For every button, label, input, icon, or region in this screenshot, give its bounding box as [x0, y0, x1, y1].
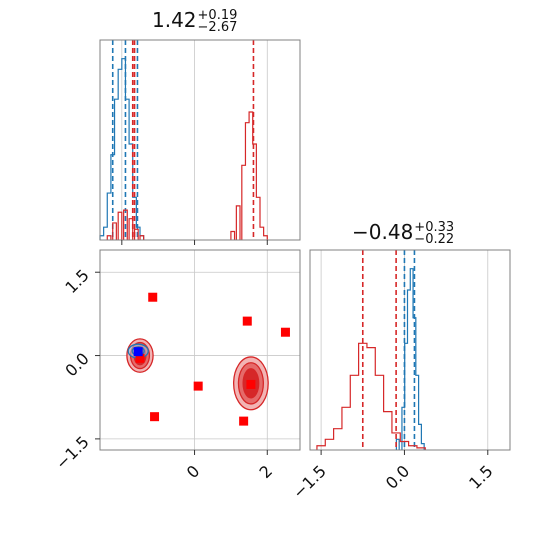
red-point [239, 416, 249, 426]
red-point [193, 381, 203, 391]
top-histogram-frame [99, 39, 301, 241]
x-tick-label: 0 [183, 461, 204, 482]
y-tick-label: 0.0 [61, 349, 92, 380]
right-histogram [316, 250, 426, 450]
histogram-series [99, 58, 145, 240]
x-tick-label: 2 [255, 461, 276, 482]
x-tick-label: −1.5 [289, 461, 330, 502]
blue-point [133, 347, 143, 357]
x-tick-label: 0.0 [382, 461, 413, 492]
title-minus: −2.67 [197, 19, 238, 35]
contour-group [126, 338, 269, 411]
histogram-series [106, 111, 268, 240]
red-point [150, 412, 160, 422]
title-plus: +0.33 [414, 219, 455, 235]
red-point [246, 379, 256, 389]
title-minus: −0.22 [414, 231, 455, 247]
title-value: 1.42 [152, 8, 197, 32]
title-value: −0.48 [352, 220, 414, 244]
red-point [280, 327, 290, 337]
red-point [242, 316, 252, 326]
right-histogram-title: −0.48 +0.33 −0.22 [352, 220, 454, 246]
top-histogram-title: 1.42 +0.19 −2.67 [152, 8, 237, 34]
x-tick-label: 1.5 [465, 461, 496, 492]
red-point [148, 292, 158, 302]
top-histogram [99, 40, 268, 240]
scatter-frame [99, 249, 301, 451]
y-tick-label: 1.5 [61, 266, 92, 297]
y-tick-label: −1.5 [52, 432, 93, 473]
title-plus: +0.19 [197, 7, 238, 23]
red-point [135, 353, 145, 363]
right-histogram-frame [309, 249, 511, 451]
histogram-series [395, 268, 425, 450]
histogram-series [316, 342, 426, 450]
